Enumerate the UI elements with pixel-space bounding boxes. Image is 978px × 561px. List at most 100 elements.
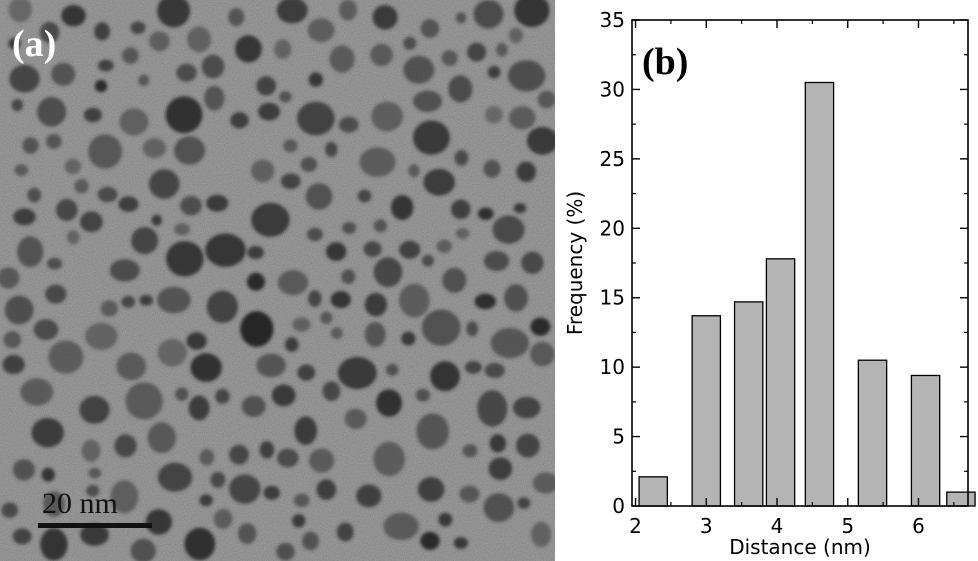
y-tick-label: 0	[612, 494, 625, 518]
nanoparticle	[430, 361, 460, 392]
nanoparticle	[47, 257, 63, 270]
nanoparticle	[210, 471, 226, 488]
axis-ticks: 2 3 4 5 6 0 5 10 15 20 25 30 35	[600, 8, 968, 538]
nanoparticle	[455, 12, 467, 24]
x-tick-label: 6	[912, 514, 925, 538]
nanoparticle	[199, 449, 214, 466]
nanoparticle	[376, 389, 402, 417]
x-axis-label: Distance (nm)	[729, 535, 871, 559]
nanoparticle	[513, 203, 527, 214]
nanoparticle	[363, 241, 382, 257]
nanoparticle	[97, 186, 118, 203]
nanoparticle	[341, 269, 356, 285]
nanoparticle	[489, 434, 506, 453]
nanoparticle	[532, 472, 555, 494]
nanoparticle	[302, 531, 319, 551]
nanoparticle-layer	[0, 0, 555, 561]
nanoparticle	[516, 433, 540, 458]
panel-b-label: (b)	[642, 41, 688, 83]
nanoparticle	[1, 502, 18, 518]
nanoparticle	[201, 54, 225, 79]
y-tick-label: 20	[600, 216, 625, 240]
nanoparticle	[94, 22, 110, 41]
nanoparticle	[17, 236, 44, 268]
nanoparticle	[98, 59, 114, 72]
nanoparticle	[20, 378, 54, 406]
nanoparticle	[229, 444, 249, 465]
nanoparticle	[292, 317, 311, 332]
nanoparticle	[80, 211, 103, 233]
nanoparticle	[326, 242, 347, 261]
nanoparticle	[330, 327, 343, 339]
nanoparticle	[85, 322, 118, 350]
nanoparticle	[413, 90, 443, 113]
tem-micrograph: (a) 20 nm	[0, 0, 555, 561]
scale-bar-label: 20 nm	[42, 487, 118, 520]
nanoparticle	[56, 198, 78, 221]
nanoparticle	[251, 202, 290, 237]
nanoparticle	[530, 317, 551, 336]
nanoparticle	[467, 42, 487, 62]
nanoparticle	[356, 484, 382, 508]
nanoparticle	[484, 362, 505, 379]
nanoparticle	[43, 491, 65, 517]
nanoparticle	[138, 74, 150, 86]
nanoparticle	[415, 388, 431, 402]
nanoparticle	[157, 0, 191, 28]
nanoparticle	[121, 295, 136, 308]
nanoparticle	[300, 157, 318, 172]
nanoparticle	[421, 309, 461, 346]
nanoparticle	[27, 187, 42, 203]
nanoparticle	[399, 283, 430, 318]
nanoparticle	[307, 227, 323, 242]
nanoparticle	[116, 352, 147, 381]
y-axis-label: Frequency (%)	[563, 191, 587, 335]
histogram-bar	[691, 315, 722, 507]
nanoparticle	[176, 63, 197, 82]
nanoparticle	[271, 384, 296, 407]
nanoparticle	[157, 338, 187, 367]
nanoparticle	[213, 508, 233, 529]
x-tick-label: 4	[771, 514, 784, 538]
nanoparticle	[46, 134, 62, 149]
histogram-bar	[733, 301, 764, 507]
nanoparticle	[13, 208, 36, 226]
nanoparticle	[507, 60, 546, 92]
nanoparticle	[438, 512, 453, 527]
nanoparticle	[516, 161, 536, 182]
nanoparticle	[173, 136, 206, 165]
nanoparticle	[100, 300, 118, 317]
nanoparticle	[199, 494, 213, 507]
y-tick-label: 25	[600, 147, 625, 171]
nanoparticle	[83, 107, 102, 123]
nanoparticle	[186, 332, 207, 350]
nanoparticle	[521, 251, 544, 274]
nanoparticle	[292, 514, 306, 528]
nanoparticle	[342, 222, 357, 234]
nanoparticle	[61, 5, 86, 27]
nanoparticle	[37, 97, 67, 127]
nanoparticle	[372, 5, 398, 30]
nanoparticle	[370, 43, 393, 67]
nanoparticle	[31, 418, 64, 448]
nanoparticle	[459, 485, 480, 503]
nanoparticle	[305, 183, 333, 210]
nanoparticle	[109, 259, 140, 282]
nanoparticle	[247, 245, 264, 260]
nanoparticle	[339, 0, 357, 21]
x-tick-label: 5	[841, 514, 854, 538]
nanoparticle	[448, 75, 473, 103]
histogram-bar	[857, 359, 888, 507]
nanoparticle	[14, 164, 29, 177]
nanoparticle	[204, 85, 225, 111]
nanoparticle	[11, 99, 23, 112]
nanoparticle	[336, 522, 354, 542]
nanoparticle	[325, 141, 338, 158]
nanoparticle	[48, 340, 84, 374]
nanoparticle	[80, 523, 109, 546]
nanoparticle	[40, 528, 68, 561]
nanoparticle	[206, 194, 229, 212]
nanoparticle	[157, 286, 191, 314]
nanoparticle	[488, 457, 513, 480]
nanoparticle	[531, 521, 552, 548]
